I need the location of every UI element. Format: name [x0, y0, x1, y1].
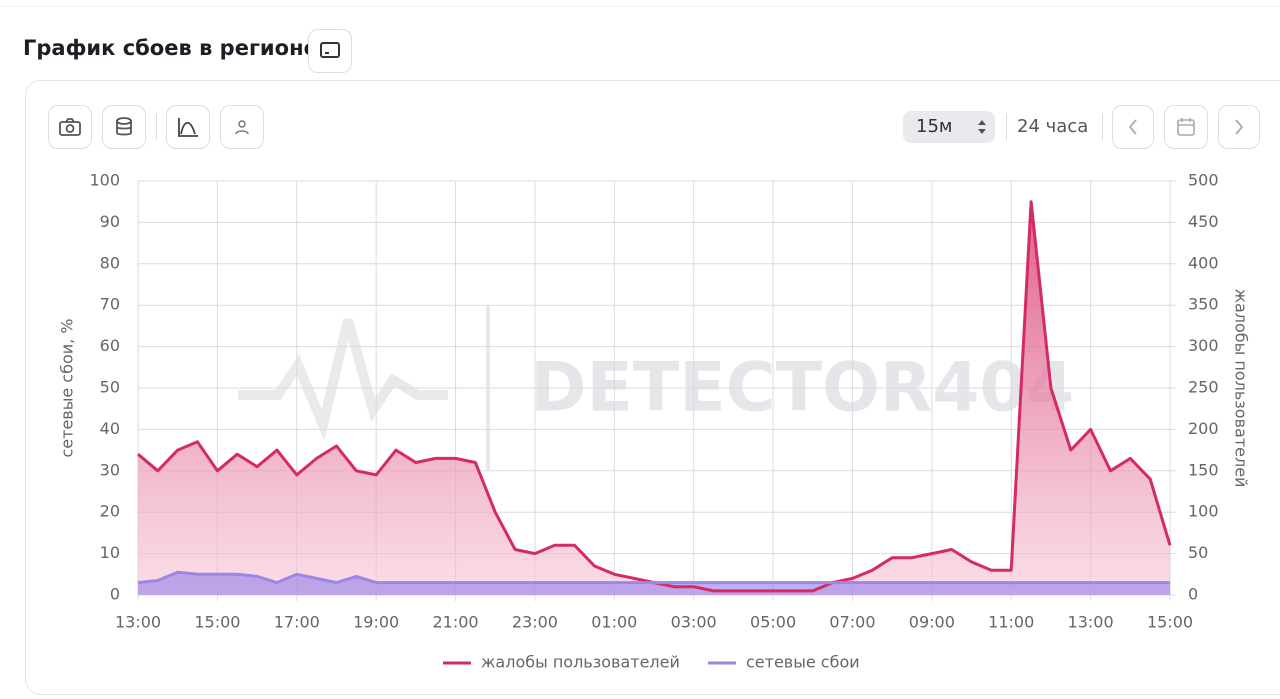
separator: [1006, 114, 1007, 140]
icon: [59, 118, 81, 136]
y-tick-label: 20: [100, 502, 120, 521]
y2-tick-label: 200: [1188, 419, 1219, 438]
icon: [1128, 119, 1137, 135]
y2-tick-label: 300: [1188, 336, 1219, 355]
prev-button[interactable]: [1112, 105, 1154, 149]
icon: [178, 118, 198, 137]
screen-button[interactable]: [308, 29, 352, 73]
y2-tick-label: 450: [1188, 212, 1219, 231]
icon: [1177, 118, 1195, 136]
y-tick-label: 90: [100, 212, 120, 231]
y-tick-label: 80: [100, 253, 120, 272]
separator: [156, 114, 157, 140]
x-tick-label: 01:00: [591, 613, 637, 632]
y-tick-label: 70: [100, 295, 120, 314]
user-button[interactable]: [220, 105, 264, 149]
top-divider: [0, 0, 1280, 7]
y-tick-label: 10: [100, 543, 120, 562]
legend-label: жалобы пользователей: [481, 653, 680, 672]
y2-tick-label: 0: [1188, 585, 1198, 604]
line: [137, 570, 1170, 585]
y-tick-label: 30: [100, 460, 120, 479]
x-tick-label: 07:00: [829, 613, 875, 632]
y2-axis-label: жалобы пользователей: [1232, 289, 1251, 488]
x-tick-label: 19:00: [353, 613, 399, 632]
area: [138, 201, 1170, 595]
y2-tick-label: 100: [1188, 502, 1219, 521]
y2-tick-label: 350: [1188, 295, 1219, 314]
calendar-button[interactable]: [1164, 105, 1208, 149]
icon: [978, 120, 986, 134]
x-tick-label: 15:00: [1147, 613, 1193, 632]
x-tick-label: 13:00: [115, 613, 161, 632]
interval-value: 15м: [916, 116, 953, 137]
chart-mode-button[interactable]: [166, 105, 210, 149]
x-tick-label: 05:00: [750, 613, 796, 632]
x-tick-label: 23:00: [512, 613, 558, 632]
x-tick-label: 09:00: [909, 613, 955, 632]
chart-card: [25, 80, 1280, 695]
icon: [320, 42, 340, 58]
y2-tick-label: 500: [1188, 171, 1219, 190]
y2-tick-label: 50: [1188, 543, 1208, 562]
x-tick-label: 15:00: [194, 613, 240, 632]
x-tick-label: 17:00: [274, 613, 320, 632]
screenshot-button[interactable]: [48, 105, 92, 149]
interval-select[interactable]: 15м: [903, 111, 995, 143]
icon: [235, 120, 249, 135]
icon: [116, 117, 132, 136]
y-axis-label: сетевые сбои, %: [58, 318, 77, 457]
y-tick-label: 100: [89, 171, 120, 190]
icon: [1235, 119, 1244, 135]
x-tick-label: 11:00: [988, 613, 1034, 632]
x-tick-label: 03:00: [671, 613, 717, 632]
y2-tick-label: 250: [1188, 378, 1219, 397]
y2-tick-label: 400: [1188, 253, 1219, 272]
y-tick-label: 40: [100, 419, 120, 438]
y-tick-label: 60: [100, 336, 120, 355]
data-button[interactable]: [102, 105, 146, 149]
x-tick-label: 21:00: [432, 613, 478, 632]
legend-label: сетевые сбои: [746, 653, 860, 672]
y-tick-label: 50: [100, 378, 120, 397]
x-tick-label: 13:00: [1068, 613, 1114, 632]
y2-tick-label: 150: [1188, 460, 1219, 479]
next-button[interactable]: [1218, 105, 1260, 149]
separator: [1102, 114, 1103, 140]
page-title: График сбоев в регионе: [23, 36, 318, 60]
period-label: 24 часа: [1017, 116, 1089, 137]
y-tick-label: 0: [110, 585, 120, 604]
